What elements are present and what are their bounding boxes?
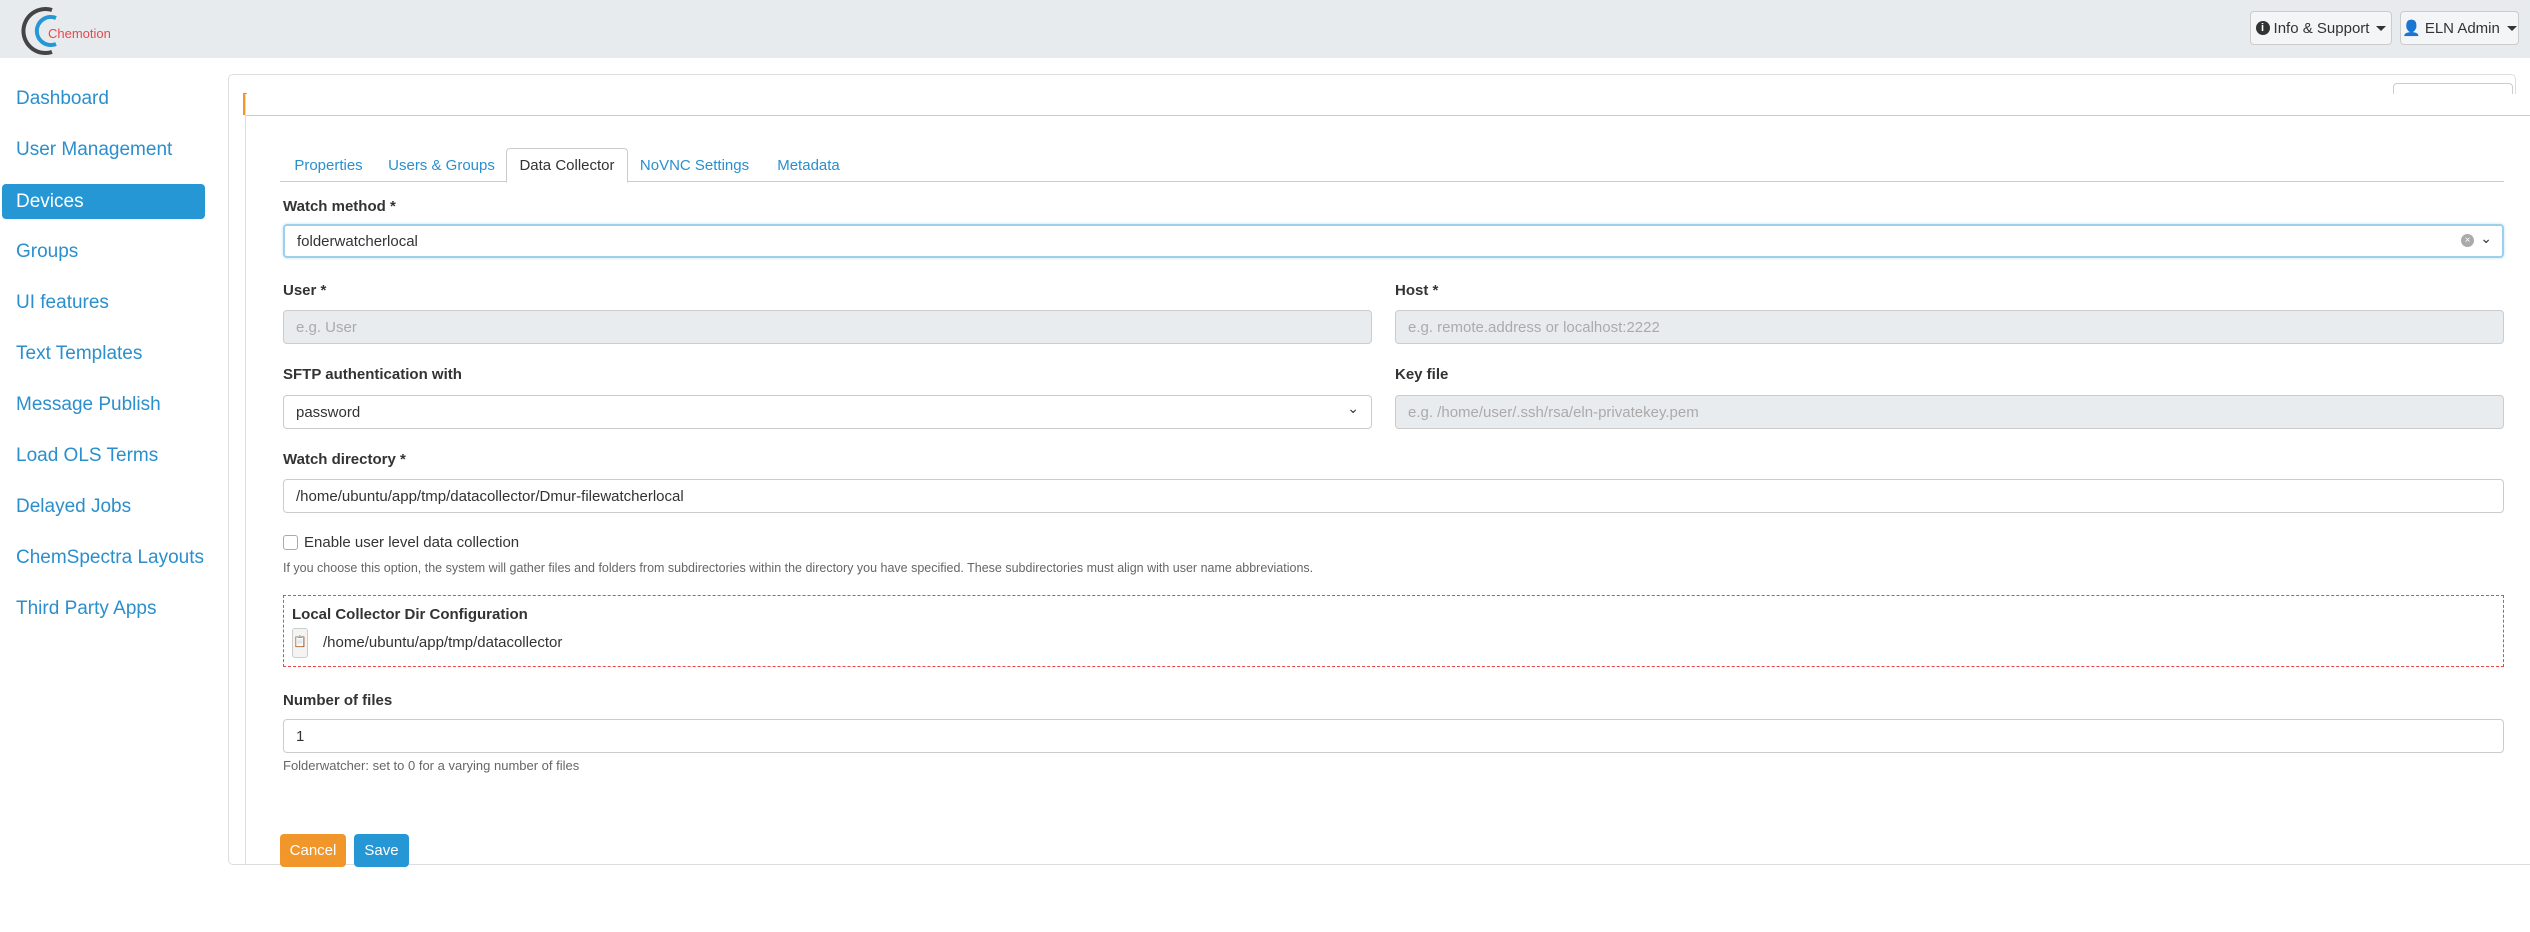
- number-of-files-value: 1: [296, 727, 305, 745]
- watch-directory-label: Watch directory *: [283, 451, 406, 468]
- tab-properties[interactable]: Properties: [294, 156, 363, 174]
- tab-bar: Properties Users & Groups Data Collector…: [280, 148, 2504, 183]
- user-input[interactable]: e.g. User: [283, 310, 1372, 344]
- sidebar-item-user-management[interactable]: User Management: [16, 138, 173, 160]
- sidebar-item-load-ols-terms[interactable]: Load OLS Terms: [16, 444, 159, 466]
- info-icon: i: [2255, 21, 2270, 35]
- host-placeholder: e.g. remote.address or localhost:2222: [1408, 318, 1660, 336]
- sidebar-item-message-publish[interactable]: Message Publish: [16, 393, 161, 415]
- number-of-files-label: Number of files: [283, 692, 393, 709]
- key-file-label: Key file: [1395, 366, 1449, 383]
- watch-method-select[interactable]: folderwatcherlocal × ⌄: [283, 224, 2504, 258]
- user-menu-dropdown[interactable]: 👤 ELN Admin: [2400, 11, 2519, 45]
- caret-down-icon: [2506, 25, 2517, 31]
- chevron-down-icon: ⌄: [1347, 400, 1359, 416]
- host-input[interactable]: e.g. remote.address or localhost:2222: [1395, 310, 2504, 344]
- sidebar-item-devices[interactable]: Devices: [2, 184, 205, 219]
- sidebar-item-groups[interactable]: Groups: [16, 240, 79, 262]
- host-label: Host *: [1395, 282, 1439, 299]
- key-file-placeholder: e.g. /home/user/.ssh/rsa/eln-privatekey.…: [1408, 403, 1699, 421]
- watch-method-label: Watch method *: [283, 198, 396, 215]
- caret-down-icon: [2376, 25, 2387, 31]
- user-menu-label: ELN Admin: [2424, 19, 2500, 37]
- info-support-label: Info & Support: [2273, 19, 2370, 37]
- sftp-auth-select[interactable]: password ⌄: [283, 395, 1372, 429]
- number-of-files-help: Folderwatcher: set to 0 for a varying nu…: [283, 758, 580, 773]
- tab-users-groups[interactable]: Users & Groups: [388, 156, 495, 174]
- sidebar-item-third-party-apps[interactable]: Third Party Apps: [16, 597, 157, 619]
- watch-directory-value: /home/ubuntu/app/tmp/datacollector/Dmur-…: [296, 487, 684, 505]
- sidebar-item-text-templates[interactable]: Text Templates: [16, 342, 143, 364]
- key-file-input[interactable]: e.g. /home/user/.ssh/rsa/eln-privatekey.…: [1395, 395, 2504, 429]
- user-label: User *: [283, 282, 327, 299]
- save-button[interactable]: Save: [354, 834, 409, 867]
- sftp-auth-value: password: [296, 403, 361, 421]
- sidebar-item-delayed-jobs[interactable]: Delayed Jobs: [16, 495, 132, 517]
- clear-icon[interactable]: ×: [2461, 234, 2474, 247]
- watch-method-value: folderwatcherlocal: [297, 232, 418, 250]
- number-of-files-input[interactable]: 1: [283, 719, 2504, 753]
- sidebar-item-chemspectra-layouts[interactable]: ChemSpectra Layouts: [16, 546, 204, 568]
- sidebar-item-ui-features[interactable]: UI features: [16, 291, 109, 313]
- copy-icon[interactable]: 📋: [292, 628, 308, 658]
- info-support-dropdown[interactable]: i Info & Support: [2250, 11, 2392, 45]
- tab-novnc-settings[interactable]: NoVNC Settings: [639, 156, 750, 174]
- cancel-button[interactable]: Cancel: [280, 834, 346, 867]
- tab-metadata[interactable]: Metadata: [777, 156, 840, 174]
- local-collector-path: /home/ubuntu/app/tmp/datacollector: [323, 634, 563, 651]
- tab-data-collector[interactable]: Data Collector: [506, 148, 628, 183]
- user-level-help: If you choose this option, the system wi…: [283, 561, 1314, 575]
- sidebar-item-dashboard[interactable]: Dashboard: [16, 87, 109, 109]
- sftp-auth-label: SFTP authentication with: [283, 366, 462, 383]
- logo-rings-icon: [21, 7, 57, 55]
- chemotion-logo[interactable]: Chemotion: [12, 6, 132, 56]
- user-icon: 👤: [2402, 20, 2421, 37]
- user-level-label: Enable user level data collection: [304, 534, 520, 551]
- user-placeholder: e.g. User: [296, 318, 357, 336]
- device-edit-modal: Properties Users & Groups Data Collector…: [245, 94, 2530, 867]
- local-collector-box: Local Collector Dir Configuration 📋 /hom…: [283, 595, 2504, 667]
- watch-directory-input[interactable]: /home/ubuntu/app/tmp/datacollector/Dmur-…: [283, 479, 2504, 513]
- chevron-down-icon[interactable]: ⌄: [2480, 230, 2492, 246]
- logo-text: Chemotion: [48, 26, 111, 41]
- local-collector-title: Local Collector Dir Configuration: [292, 606, 528, 623]
- user-level-checkbox[interactable]: [283, 535, 298, 550]
- modal-header: [246, 94, 2530, 116]
- top-navbar: Chemotion i Info & Support 👤 ELN Admin: [0, 0, 2530, 58]
